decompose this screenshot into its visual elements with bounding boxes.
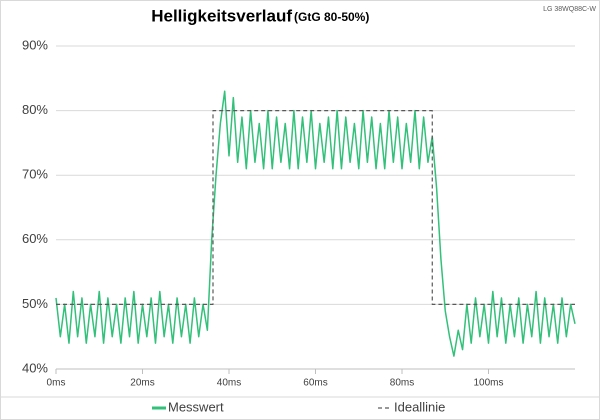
- x-tick-label: 40ms: [217, 378, 241, 389]
- chart-title: Helligkeitsverlauf: [151, 6, 292, 25]
- y-tick-label: 60%: [22, 231, 48, 246]
- data-line: [56, 110, 575, 305]
- y-tick-label: 40%: [22, 360, 48, 375]
- x-tick-label: 0ms: [47, 378, 66, 389]
- x-tick-label: 80ms: [390, 378, 414, 389]
- y-tick-label: 90%: [22, 37, 48, 52]
- chart-subtitle: (GtG 80-50%): [294, 10, 369, 24]
- legend-label: Ideallinie: [394, 399, 445, 414]
- annotation: LG 38WQ88C-W: [543, 6, 596, 13]
- x-tick-label: 20ms: [130, 378, 154, 389]
- legend-label: Messwert: [168, 399, 224, 414]
- y-tick-label: 50%: [22, 296, 48, 311]
- x-tick-label: 100ms: [473, 378, 503, 389]
- x-tick-label: 60ms: [303, 378, 327, 389]
- y-tick-label: 80%: [22, 102, 48, 117]
- y-tick-label: 70%: [22, 167, 48, 182]
